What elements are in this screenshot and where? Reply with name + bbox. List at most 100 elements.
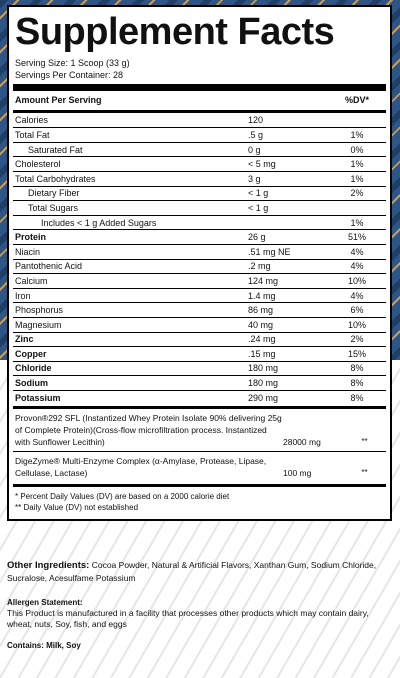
nutrient-amount: 26 g bbox=[248, 232, 266, 243]
nutrient-name: Calcium bbox=[15, 275, 48, 286]
nutrient-dv: 10% bbox=[347, 275, 366, 286]
nutrient-amount: 124 mg bbox=[248, 275, 279, 286]
nutrient-name: Magnesium bbox=[15, 319, 62, 330]
nutrient-name: Pantothenic Acid bbox=[15, 261, 83, 272]
nutrient-name: Total Carbohydrates bbox=[15, 173, 96, 184]
nutrient-amount: 1.4 mg bbox=[248, 290, 276, 301]
blend-amount: 28000 mg bbox=[283, 437, 321, 448]
allergen-statement: Allergen Statement: This Product is manu… bbox=[7, 597, 392, 630]
blend-description: DigeZyme® Multi-Enzyme Complex (α-Amylas… bbox=[15, 456, 267, 479]
nutrient-name: Phosphorus bbox=[15, 305, 64, 316]
header-divider bbox=[13, 109, 386, 113]
blend-description: Provon®292 SFL (Instantized Whey Protein… bbox=[15, 413, 282, 448]
nutrient-dv: 8% bbox=[350, 363, 364, 374]
nutrient-row: Total Carbohydrates 3 g 1% bbox=[13, 170, 386, 186]
nutrient-row: Saturated Fat 0 g 0% bbox=[13, 141, 386, 157]
nutrient-amount: < 1 g bbox=[248, 202, 269, 213]
nutrient-row: Pantothenic Acid .2 mg 4% bbox=[13, 258, 386, 274]
nutrient-dv: 4% bbox=[350, 261, 364, 272]
contains-statement: Contains: Milk, Soy bbox=[7, 641, 81, 650]
nutrient-amount: .15 mg bbox=[248, 348, 276, 359]
nutrient-amount: 180 mg bbox=[248, 378, 279, 389]
nutrient-row: Iron 1.4 mg 4% bbox=[13, 287, 386, 303]
nutrient-name: Copper bbox=[15, 348, 47, 359]
nutrient-dv: 2% bbox=[350, 334, 364, 345]
serving-size: Serving Size: 1 Scoop (33 g) bbox=[15, 58, 130, 68]
nutrients-end-divider bbox=[13, 406, 386, 410]
nutrient-name: Calories bbox=[15, 114, 49, 125]
nutrient-dv: 1% bbox=[350, 217, 364, 228]
nutrient-name: Sodium bbox=[15, 378, 48, 389]
dv-header-label: %DV* bbox=[344, 95, 369, 106]
blends-end-divider bbox=[13, 484, 386, 488]
nutrient-row: Magnesium 40 mg 10% bbox=[13, 316, 386, 332]
nutrient-table: Calories 120 Total Fat .5 g 1% Saturated Fat 0… bbox=[13, 113, 386, 405]
nutrient-dv: 2% bbox=[350, 188, 364, 199]
nutrient-row: Protein 26 g 51% bbox=[13, 229, 386, 244]
blend-divider bbox=[13, 451, 386, 453]
nutrient-dv: 4% bbox=[350, 290, 364, 301]
nutrient-name: Includes < 1 g Added Sugars bbox=[41, 217, 157, 228]
nutrient-amount: < 1 g bbox=[248, 188, 269, 199]
nutrient-amount: 120 bbox=[248, 114, 264, 125]
blend-dv: ** bbox=[361, 468, 368, 478]
nutrient-dv: 1% bbox=[350, 173, 364, 184]
nutrient-amount: < 5 mg bbox=[248, 159, 276, 170]
nutrient-name: Protein bbox=[15, 232, 47, 243]
nutrient-dv: 0% bbox=[350, 144, 364, 155]
nutrient-dv: 8% bbox=[350, 392, 364, 403]
nutrient-name: Total Sugars bbox=[28, 202, 79, 213]
nutrient-amount: .24 mg bbox=[248, 334, 276, 345]
nutrient-amount: .2 mg bbox=[248, 261, 271, 272]
nutrient-row: Sodium 180 mg 8% bbox=[13, 375, 386, 390]
nutrient-dv: 8% bbox=[350, 378, 364, 389]
nutrient-dv: 6% bbox=[350, 305, 364, 316]
nutrient-dv: 10% bbox=[347, 319, 366, 330]
other-ingredients-text: Cocoa Powder, Natural & Artificial Flavo… bbox=[7, 560, 377, 583]
thick-divider bbox=[13, 84, 386, 91]
nutrient-dv: 1% bbox=[350, 129, 364, 140]
nutrient-name: Potassium bbox=[15, 392, 61, 403]
nutrient-name: Niacin bbox=[15, 246, 41, 257]
nutrient-row: Chloride 180 mg 8% bbox=[13, 360, 386, 376]
servings-per-container: Servings Per Container: 28 bbox=[15, 70, 124, 80]
nutrient-row: Calories 120 bbox=[13, 113, 386, 128]
nutrient-dv: 51% bbox=[347, 232, 366, 243]
nutrient-amount: 3 g bbox=[248, 173, 261, 184]
nutrient-amount: 180 mg bbox=[248, 363, 279, 374]
nutrient-dv: 4% bbox=[350, 246, 364, 257]
nutrient-row: Zinc .24 mg 2% bbox=[13, 331, 386, 347]
nutrient-row: Total Sugars < 1 g bbox=[13, 200, 386, 215]
nutrient-dv: 1% bbox=[350, 159, 364, 170]
allergen-label: Allergen Statement: bbox=[7, 598, 83, 607]
nutrient-name: Dietary Fiber bbox=[28, 188, 80, 199]
blend-dv: ** bbox=[361, 437, 368, 447]
nutrient-row: Cholesterol < 5 mg 1% bbox=[13, 156, 386, 171]
amount-per-serving-label: Amount Per Serving bbox=[15, 95, 102, 106]
nutrient-row: Phosphorus 86 mg 6% bbox=[13, 302, 386, 317]
nutrient-row: Potassium 290 mg 8% bbox=[13, 389, 386, 405]
panel-title: Supplement Facts bbox=[15, 11, 335, 53]
nutrient-amount: 40 mg bbox=[248, 319, 274, 330]
other-ingredients-label: Other Ingredients: bbox=[7, 560, 90, 571]
nutrient-row: Copper .15 mg 15% bbox=[13, 346, 386, 361]
nutrient-name: Total Fat bbox=[15, 129, 50, 140]
nutrient-row: Niacin .51 mg NE 4% bbox=[13, 243, 386, 259]
nutrient-row: Calcium 124 mg 10% bbox=[13, 273, 386, 288]
supplement-facts-panel: Supplement Facts Serving Size: 1 Scoop (… bbox=[7, 5, 392, 522]
nutrient-name: Saturated Fat bbox=[28, 144, 83, 155]
nutrient-name: Zinc bbox=[15, 334, 34, 345]
dv-footnote: * Percent Daily Values (DV) are based on… bbox=[15, 492, 230, 502]
other-ingredients: Other Ingredients: Cocoa Powder, Natural… bbox=[7, 559, 392, 584]
blend-row: DigeZyme® Multi-Enzyme Complex (α-Amylas… bbox=[13, 452, 386, 482]
nutrient-amount: .51 mg NE bbox=[248, 246, 291, 257]
nutrient-amount: 0 g bbox=[248, 144, 261, 155]
nutrient-name: Iron bbox=[15, 290, 31, 301]
nutrient-amount: 86 mg bbox=[248, 305, 274, 316]
allergen-text: This Product is manufactured in a facili… bbox=[7, 608, 369, 629]
nutrient-row: Total Fat .5 g 1% bbox=[13, 127, 386, 142]
not-established-footnote: ** Daily Value (DV) not established bbox=[15, 503, 139, 513]
nutrient-amount: 290 mg bbox=[248, 392, 279, 403]
nutrient-name: Cholesterol bbox=[15, 159, 61, 170]
nutrient-dv: 15% bbox=[347, 348, 366, 359]
